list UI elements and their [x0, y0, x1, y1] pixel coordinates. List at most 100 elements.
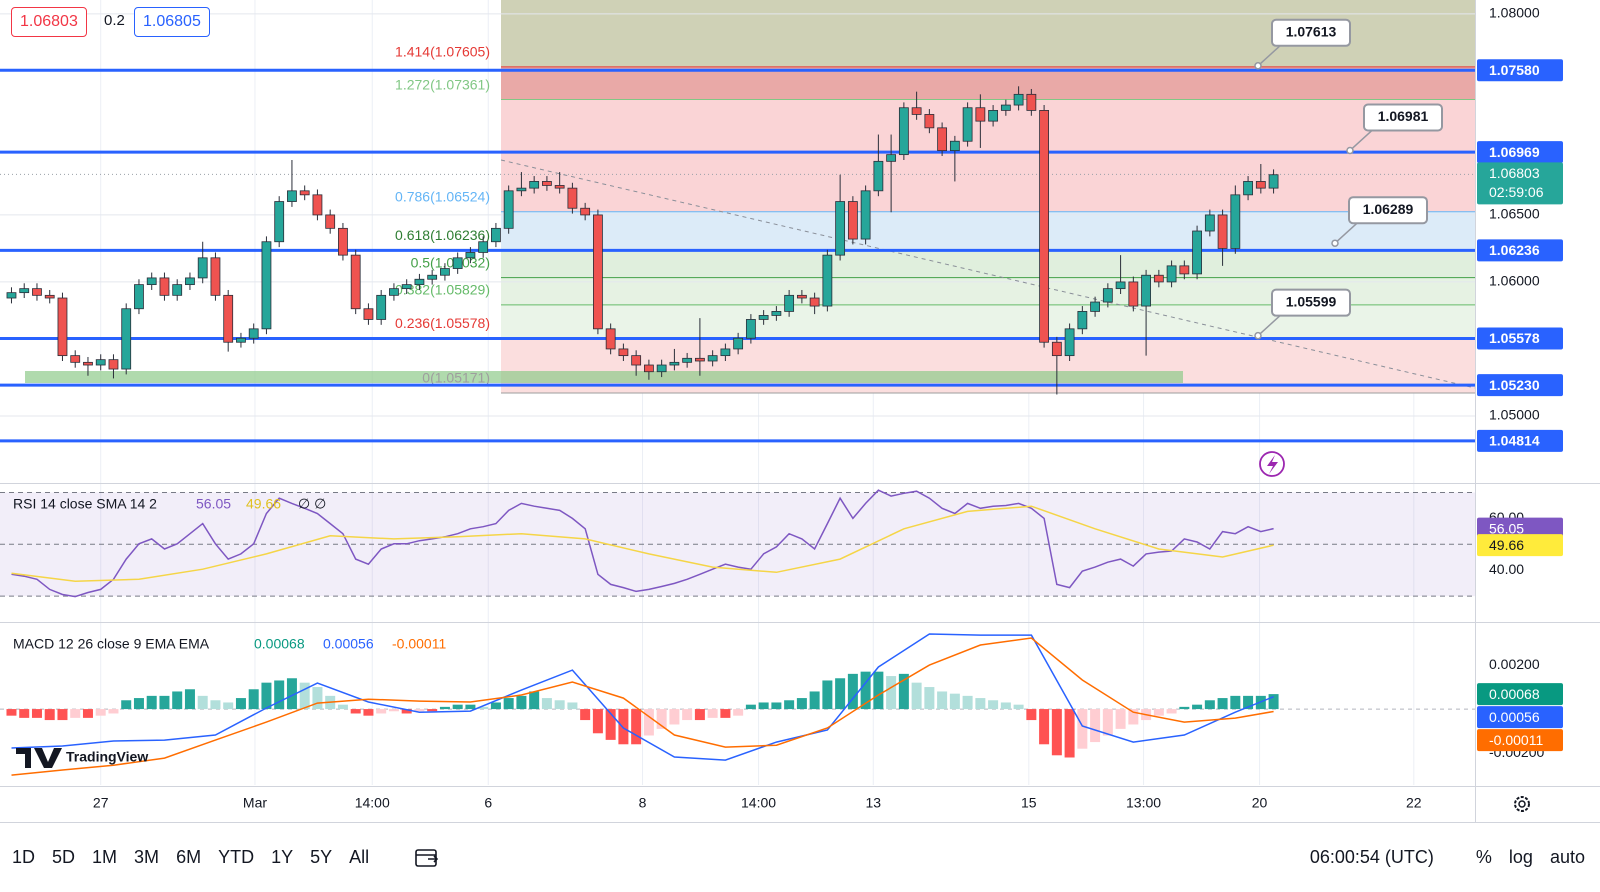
candle-body [1141, 274, 1151, 307]
histogram-bar [376, 709, 387, 714]
scale-option[interactable]: auto [1549, 847, 1585, 867]
candle-body [1090, 301, 1100, 312]
chart: 1.414(1.07605) 1.272(1.07361) 0.786(1.0652… [0, 0, 1600, 823]
histogram-bar [745, 704, 756, 710]
histogram-bar [452, 704, 463, 710]
sell-price[interactable]: 1.06803 [11, 7, 87, 37]
candle-body [618, 348, 629, 357]
range-button[interactable]: 3M [134, 847, 160, 867]
histogram-bar [911, 682, 922, 710]
histogram-bar [223, 702, 234, 710]
callout-point [1254, 62, 1262, 70]
histogram-bar [350, 709, 361, 714]
scale-option[interactable]: % [1475, 847, 1492, 867]
histogram-bar [439, 706, 450, 710]
fib-zone [501, 99, 1475, 212]
histogram-bar [694, 709, 705, 721]
histogram-bar [554, 700, 565, 710]
histogram-bar [312, 687, 323, 710]
range-button[interactable]: YTD [218, 847, 255, 867]
range-button[interactable]: 1Y [271, 847, 294, 867]
range-button[interactable]: 5Y [310, 847, 333, 867]
histogram-bar [924, 687, 935, 710]
histogram-bar [898, 673, 909, 710]
candle-body [452, 257, 463, 269]
candle-body [631, 355, 642, 366]
histogram-bar [835, 678, 846, 710]
histogram-bar [1077, 709, 1088, 749]
candle-body [83, 361, 93, 366]
histogram-bar [784, 700, 795, 710]
histogram-bar [388, 709, 399, 712]
clock[interactable]: 06:00:54 (UTC) [1309, 847, 1434, 867]
x-tick-label: 15 [1021, 795, 1037, 811]
range-button[interactable]: 6M [176, 847, 202, 867]
callout-label: 1.06289 [1363, 201, 1414, 217]
last-price-box [1477, 162, 1563, 205]
histogram-bar [401, 709, 412, 714]
range-button[interactable]: All [349, 847, 370, 867]
candle-body [924, 114, 935, 129]
histogram-bar [1179, 706, 1190, 710]
candle-body [6, 292, 17, 299]
callout-box [1348, 196, 1428, 225]
range-button[interactable]: 5D [52, 847, 76, 867]
histogram-bar [1166, 709, 1177, 714]
range-box [25, 371, 1183, 383]
candle-body [1102, 288, 1113, 303]
callout-box [1363, 103, 1443, 132]
candle-body [567, 187, 578, 209]
candle-body [465, 252, 476, 259]
alert-bolt [1267, 455, 1278, 474]
histogram-bar [1102, 709, 1113, 736]
candle-body [988, 110, 999, 122]
histogram-bar [1000, 702, 1011, 710]
callout-label: 1.07613 [1286, 23, 1337, 39]
candle-body [1217, 214, 1228, 249]
histogram-bar [1064, 709, 1075, 758]
level-label-bg [1477, 429, 1563, 452]
level-label: 1.05578 [1489, 330, 1540, 346]
candle-body [669, 361, 680, 366]
candle-body [44, 294, 55, 299]
scale-option[interactable]: log [1508, 847, 1533, 867]
candle-body [338, 227, 348, 256]
histogram-bar [197, 695, 208, 710]
histogram-bar [248, 689, 259, 710]
x-tick-label: 22 [1406, 795, 1422, 811]
candle-body [1166, 265, 1177, 283]
calendar-icon[interactable] [414, 846, 440, 870]
candle-body [835, 201, 846, 256]
callout-label: 1.05599 [1286, 293, 1337, 309]
candle-body [350, 254, 361, 310]
histogram-bar [937, 691, 948, 710]
candle-body [1230, 194, 1241, 249]
histogram-bar [886, 676, 897, 710]
rsi-line [11, 505, 1274, 583]
x-tick-label: 14:00 [741, 795, 776, 811]
candle-body [185, 277, 195, 286]
histogram-bar [210, 700, 221, 710]
candle-body [95, 359, 106, 366]
candle-body [440, 268, 450, 276]
candle-body [121, 308, 132, 370]
range-button[interactable]: 1D [12, 847, 36, 867]
histogram-bar [733, 709, 744, 716]
settings-icon-core [1518, 800, 1526, 808]
histogram-bar [31, 709, 42, 718]
candle-body [643, 364, 654, 373]
buy-price[interactable]: 1.06805 [134, 7, 210, 37]
candle-body [1039, 110, 1050, 343]
range-button[interactable]: 1M [92, 847, 118, 867]
rsi-axis-value: 56.05 [1489, 520, 1524, 536]
level-label: 1.04814 [1489, 433, 1540, 449]
candle-body [1268, 174, 1279, 189]
histogram-bar [6, 709, 17, 716]
candle-body [962, 107, 973, 142]
callout-point [1331, 239, 1339, 247]
candle-body [134, 284, 144, 310]
histogram-bar [1243, 695, 1254, 710]
candle-body [1243, 181, 1253, 196]
macd-axis-value-bg [1477, 683, 1563, 706]
